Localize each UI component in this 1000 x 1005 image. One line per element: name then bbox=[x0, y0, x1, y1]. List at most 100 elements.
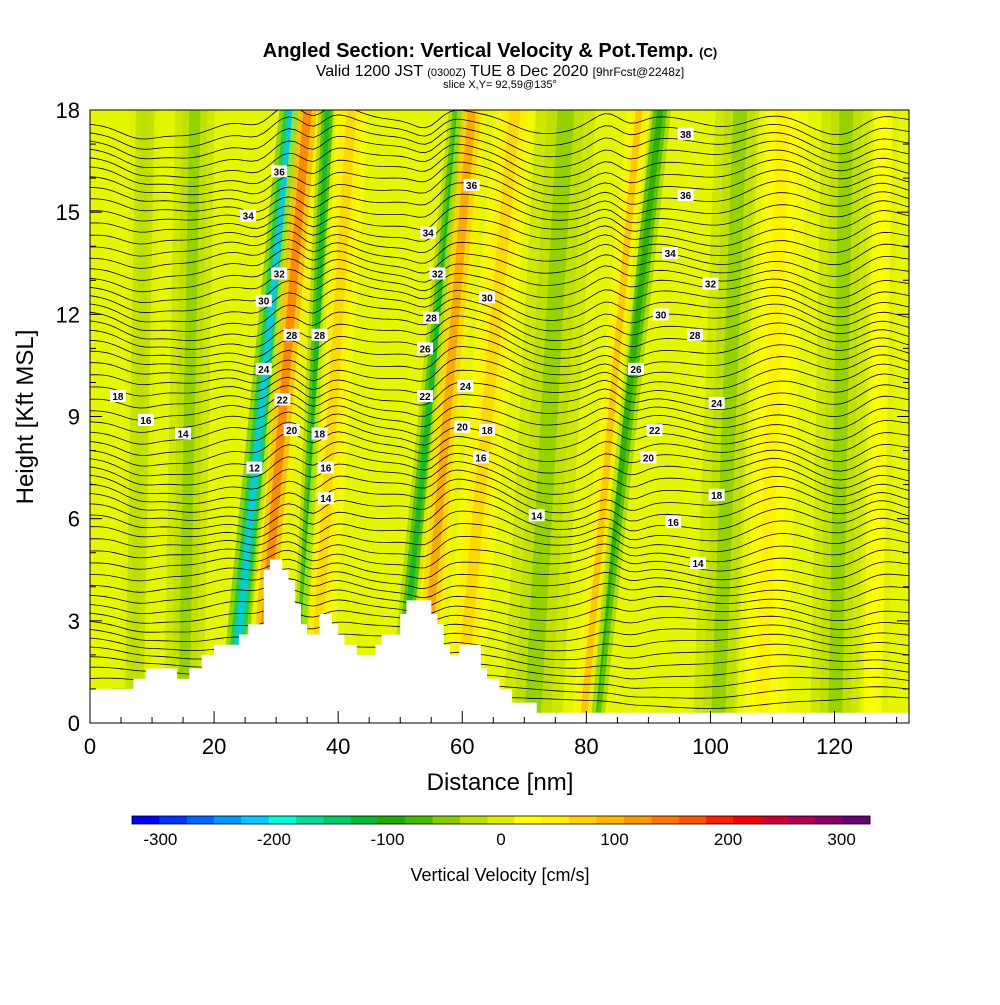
contour-label: 22 bbox=[274, 393, 291, 406]
theta-contour-line bbox=[90, 238, 909, 269]
contour-label: 34 bbox=[240, 209, 257, 223]
x-tick-label: 120 bbox=[816, 734, 853, 759]
theta-contour-line bbox=[90, 452, 909, 486]
theta-contour-line bbox=[90, 114, 909, 150]
velocity-band bbox=[579, 110, 643, 723]
theta-contour-line bbox=[90, 152, 909, 187]
contour-labels: 38 36 36 36 34 34 34 32 32 32 30 30 30 28 28 28 28 26 26 24… bbox=[109, 127, 725, 570]
theta-contour-line bbox=[90, 621, 909, 642]
contour-label: 30 bbox=[479, 291, 496, 304]
x-axis: 0 20 40 60 80 100 120 bbox=[84, 711, 898, 759]
contour-label-text: 12 bbox=[249, 464, 261, 475]
theta-contour-line bbox=[90, 277, 909, 314]
theta-contour-line bbox=[90, 431, 909, 467]
theta-contour-line bbox=[90, 498, 909, 532]
theta-contour-line bbox=[90, 578, 909, 604]
theta-contour-line bbox=[90, 171, 909, 205]
y-tick-label: 18 bbox=[56, 98, 80, 123]
contour-label: 18 bbox=[479, 424, 496, 437]
contour-label: 20 bbox=[454, 420, 471, 434]
theta-contour-line bbox=[90, 335, 909, 369]
x-tick-label: 60 bbox=[450, 734, 474, 759]
contour-label: 36 bbox=[677, 189, 694, 202]
contour-label: 14 bbox=[528, 509, 545, 522]
contour-label-text: 32 bbox=[705, 280, 717, 291]
colorbar-tick-label: 300 bbox=[827, 830, 855, 849]
velocity-band bbox=[453, 110, 521, 723]
theta-contour-line bbox=[90, 469, 909, 505]
y-tick-label: 15 bbox=[56, 200, 80, 225]
contour-label-text: 14 bbox=[531, 511, 543, 522]
contour-label: 18 bbox=[708, 488, 725, 502]
theta-contour-line bbox=[90, 357, 909, 390]
contour-label-text: 18 bbox=[711, 491, 723, 502]
contour-label: 24 bbox=[457, 379, 474, 393]
y-axis-label: Height [Kft MSL] bbox=[12, 330, 39, 505]
velocity-band bbox=[868, 110, 888, 723]
colorbar-tick-label: 200 bbox=[714, 830, 742, 849]
theta-contour-line bbox=[90, 217, 909, 247]
contour-label: 28 bbox=[423, 311, 440, 325]
contour-label-text: 32 bbox=[432, 269, 444, 280]
x-tick-label: 0 bbox=[84, 734, 96, 759]
contour-label: 28 bbox=[686, 328, 703, 342]
contour-label: 22 bbox=[646, 424, 663, 437]
contour-label: 26 bbox=[417, 342, 434, 355]
contour-label: 14 bbox=[175, 427, 192, 441]
contour-label: 24 bbox=[255, 362, 272, 376]
colorbar-swatch bbox=[132, 816, 160, 824]
theta-contour-line bbox=[90, 610, 909, 633]
contour-label-text: 30 bbox=[655, 310, 667, 321]
contour-label-text: 16 bbox=[668, 518, 680, 529]
theta-contour-line bbox=[90, 441, 909, 477]
contour-label: 30 bbox=[652, 308, 669, 321]
contour-label: 14 bbox=[690, 556, 707, 570]
contour-label-text: 26 bbox=[419, 344, 431, 355]
theta-contour-line bbox=[90, 298, 909, 332]
colorbar-swatch bbox=[268, 816, 297, 824]
colorbar-label: Vertical Velocity [cm/s] bbox=[410, 865, 589, 885]
theta-contour-line bbox=[90, 306, 909, 342]
x-tick-label: 80 bbox=[574, 734, 598, 759]
contour-label-text: 36 bbox=[274, 167, 286, 178]
theta-contour-line bbox=[90, 549, 909, 572]
contour-label-text: 34 bbox=[423, 229, 435, 240]
contour-label: 38 bbox=[677, 127, 694, 141]
colorbar-swatch bbox=[651, 816, 680, 824]
contour-label-text: 16 bbox=[475, 453, 487, 464]
vertical-velocity-field bbox=[119, 110, 899, 723]
colorbar-swatch bbox=[159, 816, 188, 824]
contour-label-text: 36 bbox=[466, 181, 478, 192]
contour-label-text: 22 bbox=[649, 426, 661, 437]
velocity-band bbox=[417, 110, 477, 723]
colorbar-tick-label: -200 bbox=[257, 830, 291, 849]
velocity-band bbox=[524, 110, 575, 723]
theta-contour-line bbox=[90, 124, 909, 160]
contour-label-text: 34 bbox=[243, 212, 255, 223]
colorbar-tick-label: 0 bbox=[496, 830, 505, 849]
chart-subtitle-slice: slice X,Y= 92,59@135° bbox=[443, 79, 557, 91]
x-axis-label: Distance [nm] bbox=[427, 769, 574, 796]
theta-contour-line bbox=[90, 558, 909, 582]
contour-label-text: 20 bbox=[457, 423, 469, 434]
contour-label-text: 24 bbox=[460, 382, 472, 393]
contour-label-text: 22 bbox=[419, 392, 431, 403]
contour-label: 24 bbox=[708, 396, 725, 410]
colorbar-swatch bbox=[542, 816, 570, 824]
colorbar-swatch bbox=[596, 816, 625, 824]
contour-label: 34 bbox=[662, 247, 679, 260]
colorbar-tick-label: -100 bbox=[370, 830, 404, 849]
contour-label: 28 bbox=[311, 328, 328, 342]
colorbar-swatch bbox=[296, 816, 324, 824]
contour-label: 12 bbox=[246, 461, 263, 475]
velocity-band bbox=[710, 110, 748, 723]
contour-label: 26 bbox=[628, 362, 644, 376]
contour-label-text: 18 bbox=[112, 392, 124, 403]
colorbar-swatch bbox=[624, 816, 652, 824]
colorbar: -300 -200 -100 0 100 200 300 bbox=[131, 815, 871, 849]
terrain-mask bbox=[90, 559, 909, 723]
theta-contour-line bbox=[90, 110, 909, 140]
y-tick-label: 6 bbox=[68, 507, 80, 532]
